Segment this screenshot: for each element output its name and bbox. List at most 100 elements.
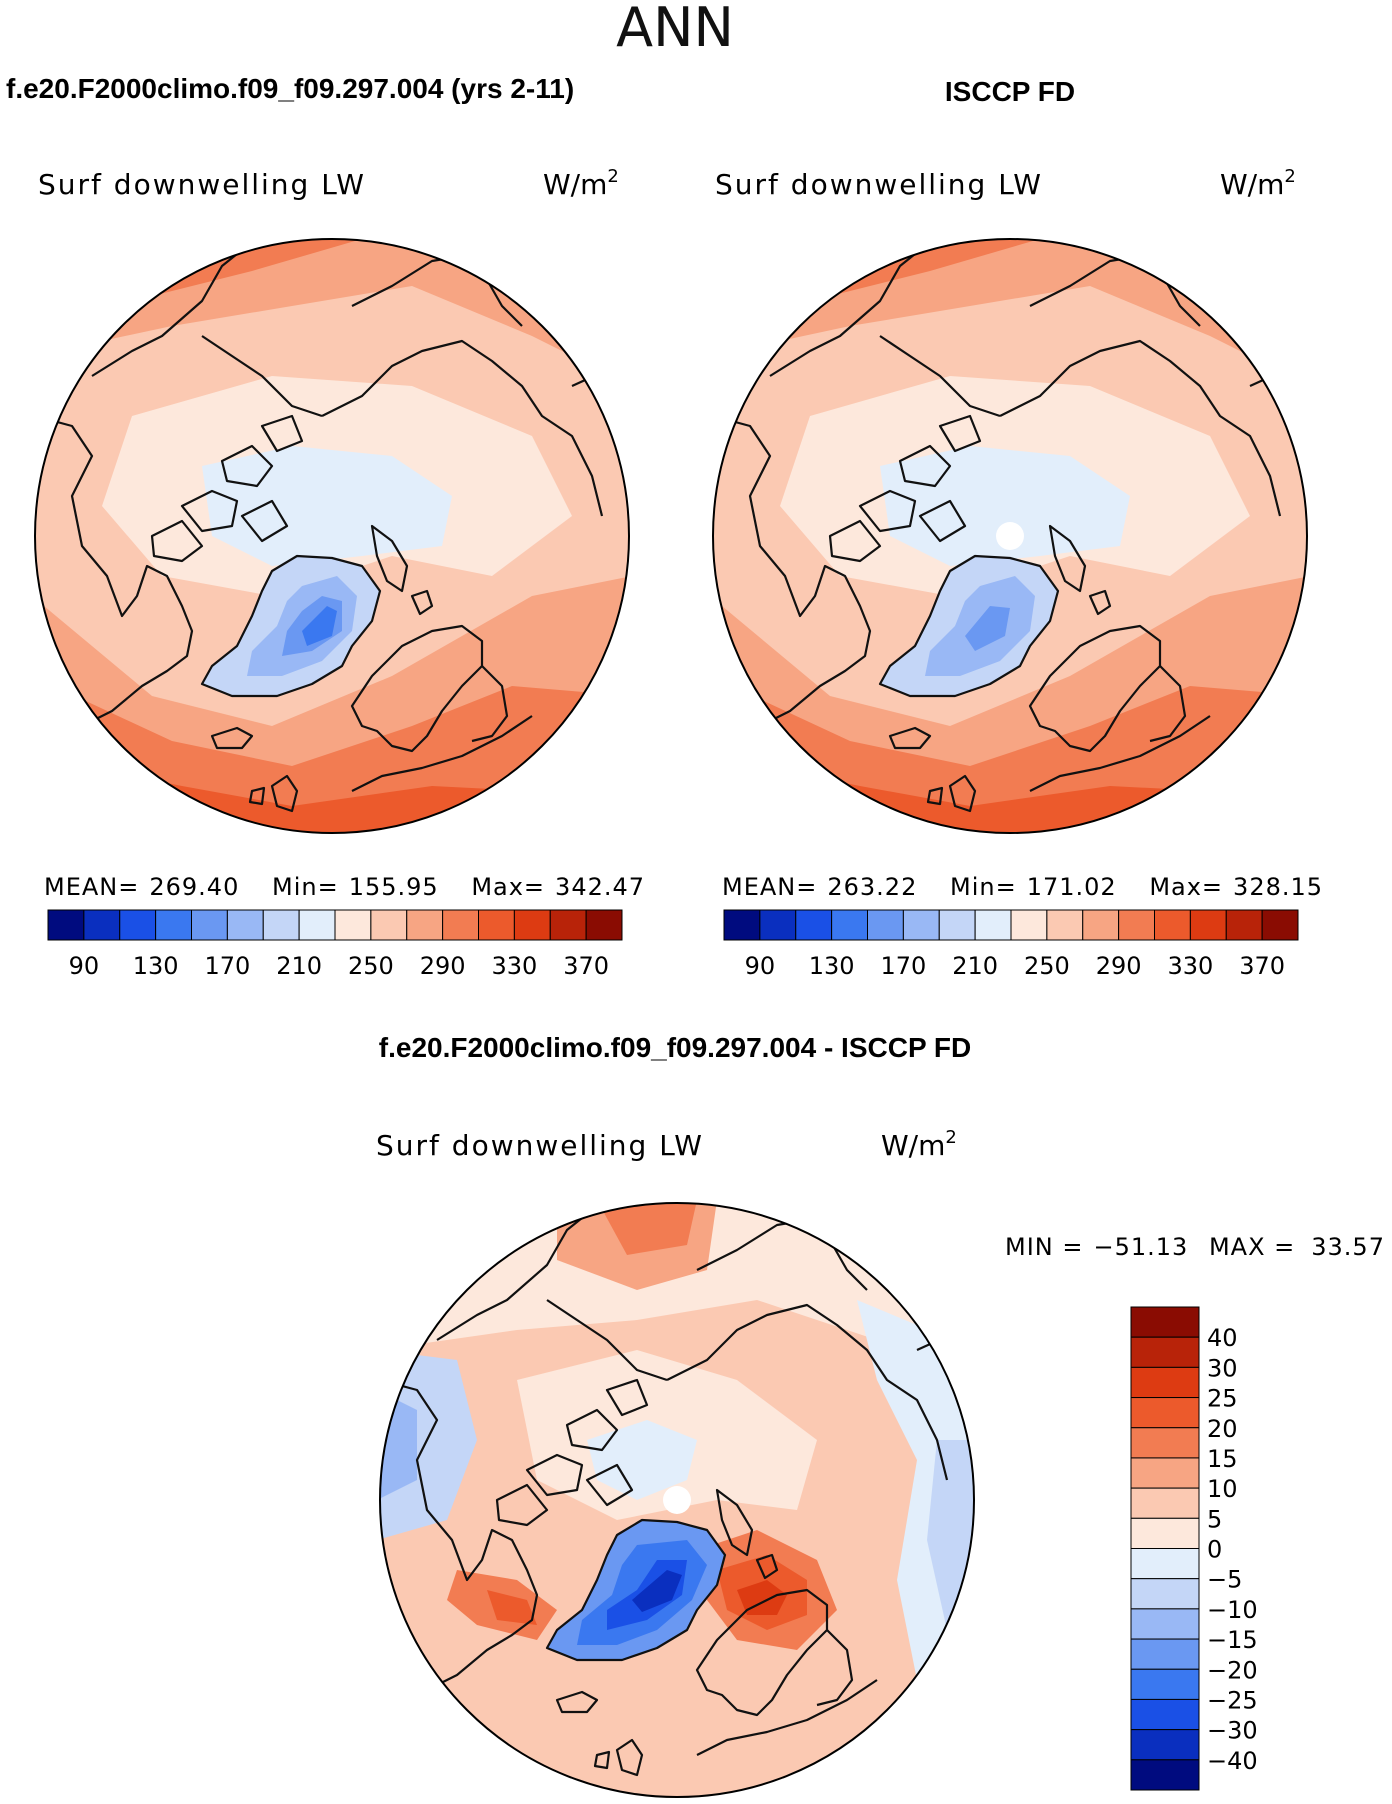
right-colorbar-tick-label: 370 — [1239, 952, 1285, 980]
right-variable-label: Surf downwelling LW — [715, 168, 1043, 201]
diff-variable-label: Surf downwelling LW — [376, 1129, 704, 1162]
left-colorbar-swatch-2 — [119, 909, 157, 941]
right-colorbar-tick-label: 250 — [1024, 952, 1070, 980]
diff-max-value: 33.57 — [1311, 1233, 1385, 1261]
left-map-border — [34, 238, 630, 834]
left-colorbar-tick-label: 210 — [276, 952, 322, 980]
diff-colorbar-tick-label: −40 — [1207, 1747, 1258, 1775]
right-units-label: W/m2 — [1220, 166, 1296, 201]
diff-colorbar-swatch-1 — [1130, 1336, 1200, 1368]
left-colorbar-swatch-5 — [226, 909, 264, 941]
diff-colorbar-tick-label: −15 — [1207, 1626, 1258, 1654]
diff-colorbar-swatch-6 — [1130, 1487, 1200, 1519]
diff-colorbar-swatch-0 — [1130, 1306, 1200, 1338]
diff-colorbar-tick-label: −25 — [1207, 1686, 1258, 1714]
diff-colorbar-tick-label: 5 — [1207, 1505, 1222, 1533]
left-colorbar-swatch-8 — [334, 909, 372, 941]
right-mean-label: MEAN= — [722, 873, 817, 901]
diff-min-value: −51.13 — [1093, 1233, 1188, 1261]
diff-colorbar-tick-label: −30 — [1207, 1717, 1258, 1745]
left-max-value: 342.47 — [555, 873, 645, 901]
diff-colorbar-tick-label: 20 — [1207, 1415, 1238, 1443]
diff-colorbar-swatch-12 — [1130, 1668, 1200, 1700]
left-mean-value: 269.40 — [149, 873, 239, 901]
right-colorbar-swatch-0 — [723, 909, 761, 941]
diff-colorbar-swatch-3 — [1130, 1397, 1200, 1429]
left-polar-map — [35, 239, 629, 833]
diff-colorbar-swatch-14 — [1130, 1729, 1200, 1761]
left-colorbar-swatch-7 — [298, 909, 336, 941]
diff-colorbar-swatch-5 — [1130, 1457, 1200, 1489]
diff-colorbar-tick-label: −5 — [1207, 1566, 1242, 1594]
left-colorbar-swatch-15 — [585, 909, 623, 941]
diff-max-label: MAX = — [1209, 1233, 1295, 1261]
diff-colorbar-swatch-13 — [1130, 1698, 1200, 1731]
right-colorbar-tick-label: 90 — [745, 952, 776, 980]
diff-colorbar-tick-label: 10 — [1207, 1475, 1238, 1503]
right-colorbar-swatch-6 — [938, 909, 976, 941]
right-colorbar-swatch-1 — [759, 909, 797, 941]
right-colorbar-swatch-9 — [1046, 909, 1084, 941]
left-colorbar: 90 130 170 210 250 290 330 370 — [47, 909, 623, 980]
diff-colorbar-swatch-8 — [1130, 1548, 1200, 1580]
diff-colorbar-tick-label: 40 — [1207, 1324, 1238, 1352]
left-colorbar-tick-label: 130 — [133, 952, 179, 980]
right-units-base: W/m — [1220, 168, 1284, 201]
left-stats: MEAN= 269.40 Min= 155.95 Max= 342.47 — [44, 873, 645, 901]
diff-colorbar-swatch-10 — [1130, 1608, 1200, 1640]
right-colorbar-tick-label: 130 — [809, 952, 855, 980]
right-colorbar-swatch-7 — [974, 909, 1012, 941]
diff-colorbar-swatch-4 — [1130, 1427, 1200, 1459]
left-colorbar-tick-label: 330 — [491, 952, 537, 980]
left-units-base: W/m — [543, 168, 607, 201]
left-colorbar-swatch-14 — [549, 909, 587, 941]
diff-colorbar-tick-label: 15 — [1207, 1445, 1238, 1473]
right-colorbar-tick-label: 210 — [952, 952, 998, 980]
left-units-exp: 2 — [607, 166, 618, 187]
diff-panel-title: f.e20.F2000climo.f09_f09.297.004 - ISCCP… — [379, 1032, 971, 1063]
right-colorbar-swatch-11 — [1118, 909, 1155, 941]
left-colorbar-swatch-11 — [442, 909, 479, 941]
right-colorbar-swatch-14 — [1225, 909, 1263, 941]
diff-colorbar-swatch-7 — [1130, 1517, 1200, 1549]
right-colorbar-swatch-4 — [867, 909, 904, 941]
right-min-label: Min= — [950, 873, 1017, 901]
diff-min-label: MIN = — [1005, 1233, 1083, 1261]
left-units-label: W/m2 — [543, 166, 619, 201]
diff-stats: MIN = −51.13 MAX = 33.57 — [1005, 1233, 1385, 1261]
diff-units-label: W/m2 — [881, 1127, 957, 1162]
right-mean-value: 263.22 — [827, 873, 917, 901]
left-min-value: 155.95 — [349, 873, 439, 901]
left-mean-label: MEAN= — [44, 873, 139, 901]
diff-units-exp: 2 — [945, 1127, 956, 1148]
right-colorbar-swatch-13 — [1189, 909, 1227, 941]
diff-colorbar-swatch-9 — [1130, 1578, 1200, 1610]
right-colorbar-swatch-3 — [831, 909, 868, 941]
diff-map-border — [379, 1202, 975, 1798]
left-colorbar-swatch-0 — [47, 909, 85, 941]
left-colorbar-swatch-3 — [155, 909, 192, 941]
left-min-label: Min= — [272, 873, 339, 901]
diff-colorbar-tick-label: 0 — [1207, 1536, 1222, 1564]
right-colorbar-tick-label: 330 — [1167, 952, 1213, 980]
diff-colorbar-tick-label: 30 — [1207, 1354, 1238, 1382]
right-colorbar-swatch-5 — [902, 909, 940, 941]
left-colorbar-tick-label: 290 — [420, 952, 466, 980]
right-colorbar-swatch-12 — [1154, 909, 1191, 941]
diff-colorbar-swatch-15 — [1130, 1759, 1200, 1791]
right-panel-title: ISCCP FD — [945, 76, 1075, 107]
season-title: ANN — [616, 0, 734, 59]
right-polar-map — [713, 239, 1307, 833]
left-colorbar-tick-label: 370 — [563, 952, 609, 980]
diff-colorbar-tick-label: 25 — [1207, 1385, 1238, 1413]
right-colorbar-swatch-2 — [795, 909, 833, 941]
right-colorbar-tick-label: 290 — [1096, 952, 1142, 980]
right-colorbar-swatch-10 — [1082, 909, 1120, 941]
left-colorbar-swatch-10 — [406, 909, 444, 941]
left-variable-label: Surf downwelling LW — [38, 168, 366, 201]
left-colorbar-tick-label: 250 — [348, 952, 394, 980]
diff-colorbar-tick-label: −20 — [1207, 1656, 1258, 1684]
right-min-value: 171.02 — [1027, 873, 1117, 901]
